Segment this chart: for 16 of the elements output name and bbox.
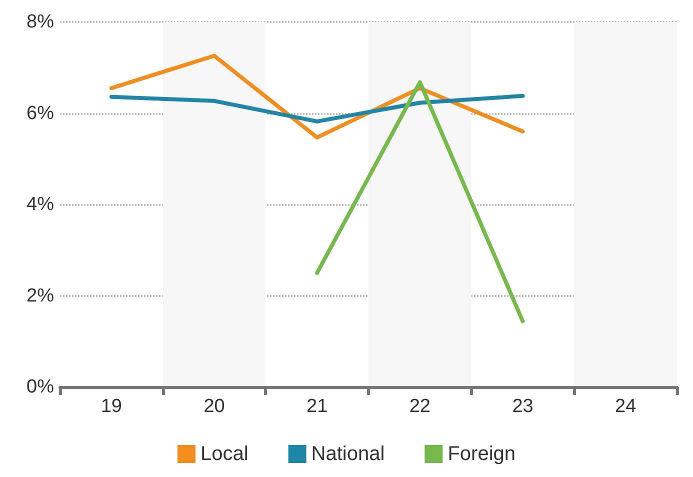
x-tick-label: 20: [204, 396, 225, 417]
y-tick-label: 6%: [26, 102, 54, 124]
legend-label: National: [311, 443, 385, 465]
line-series: [109, 94, 525, 124]
x-tick-label: 22: [409, 396, 430, 417]
x-tick-label: 23: [512, 396, 534, 417]
y-tick-label: 8%: [26, 12, 54, 32]
y-tick-label: 4%: [26, 194, 54, 215]
x-tick-label: 24: [615, 396, 637, 417]
legend-label: Local: [200, 443, 248, 465]
x-tick-label: 19: [100, 396, 122, 417]
legend-label: Foreign: [448, 443, 516, 465]
y-tick-label: 2%: [26, 285, 54, 306]
y-tick-label: 0%: [26, 376, 54, 398]
line-series: [109, 54, 525, 140]
x-tick-label: 21: [306, 396, 328, 417]
